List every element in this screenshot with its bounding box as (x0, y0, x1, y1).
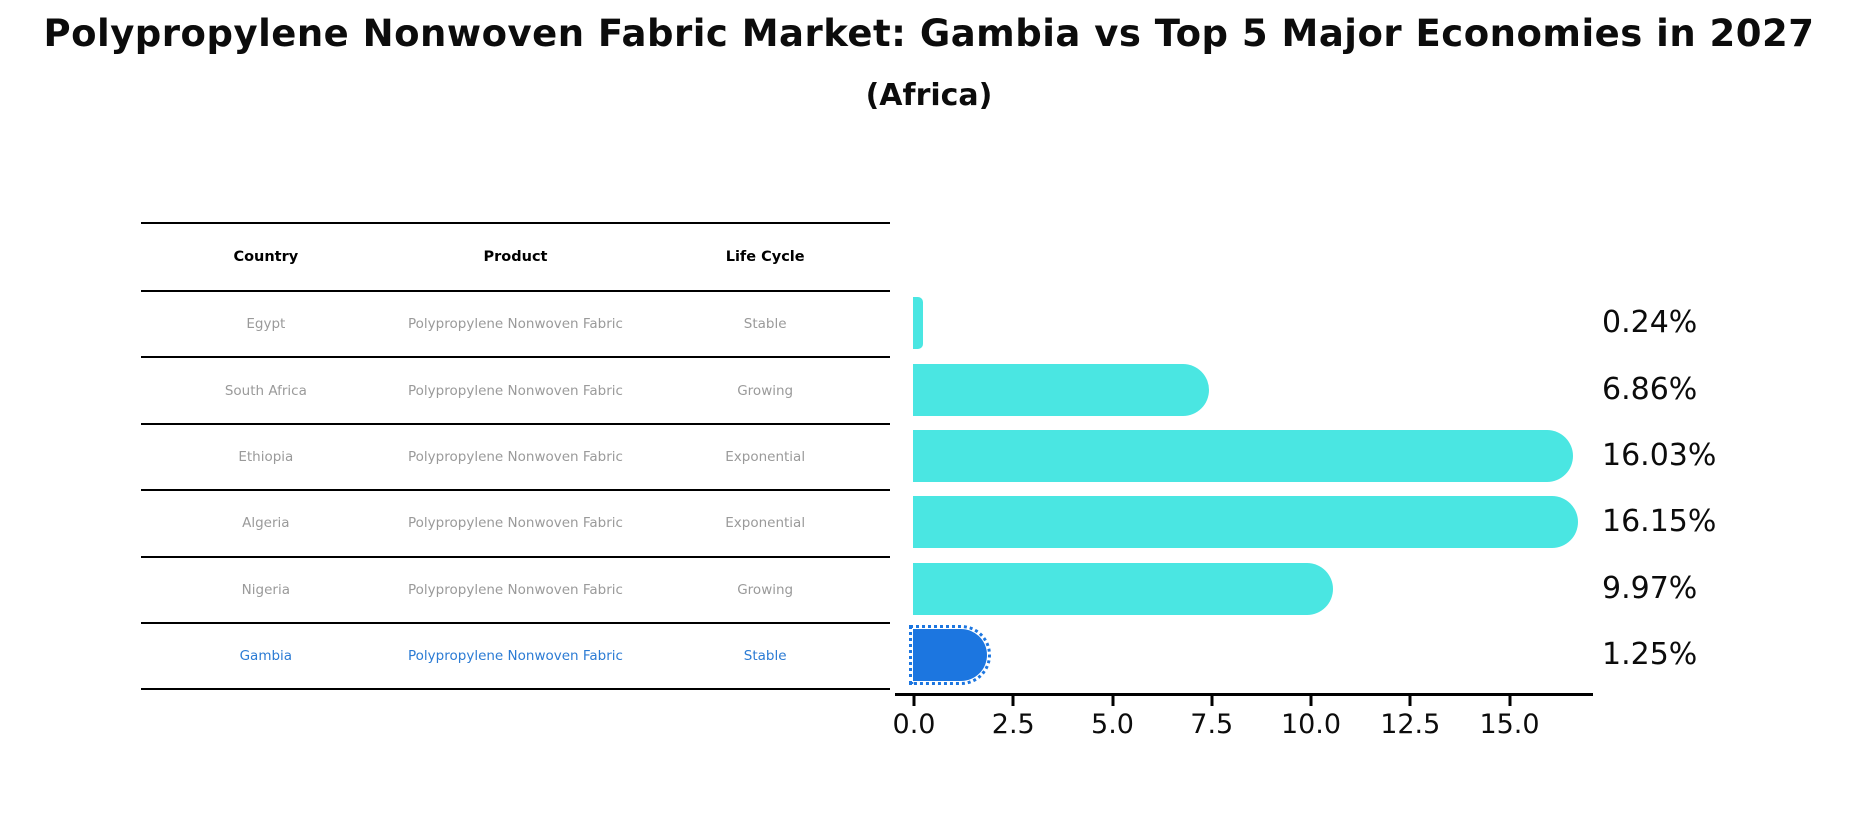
life-cycle-cell: Stable (743, 648, 787, 665)
value-label-ethiopia: 16.03% (1602, 438, 1717, 473)
product-cell: Polypropylene Nonwoven Fabric (408, 316, 623, 333)
column-header-country: Country (233, 249, 299, 265)
comparison-table: Country Product Life Cycle Egypt Polyprop… (141, 222, 890, 691)
country-cell: Gambia (239, 648, 293, 665)
value-label-egypt: 0.24% (1602, 305, 1698, 341)
value-label-algeria: 16.15% (1602, 504, 1717, 540)
value-label-south-africa: 6.86% (1602, 371, 1698, 407)
chart-subtitle: (Africa) (865, 78, 993, 113)
x-tick-label: 15.0 (1479, 709, 1540, 740)
bar-ethiopia (913, 430, 1574, 482)
bar-south-africa (913, 363, 1210, 416)
product-cell: Polypropylene Nonwoven Fabric (408, 581, 623, 598)
x-tick-label: 2.5 (991, 709, 1035, 740)
life-cycle-cell: Exponential (725, 515, 806, 532)
column-header-life-cycle: Life Cycle (725, 249, 805, 265)
table-row-nigeria: Nigeria Polypropylene Nonwoven Fabric Grow… (141, 558, 890, 624)
value-label-nigeria: 9.97% (1602, 570, 1698, 606)
table-row-south-africa: South Africa Polypropylene Nonwoven Fabri… (141, 358, 890, 425)
table-row-gambia: Gambia Polypropylene Nonwoven Fabric Stabl… (141, 624, 890, 691)
country-cell: Algeria (242, 515, 290, 532)
x-tick (1508, 696, 1511, 706)
bar-nigeria (913, 562, 1333, 615)
column-header-product: Product (483, 249, 548, 265)
bar-gambia (909, 625, 991, 686)
product-cell: Polypropylene Nonwoven Fabric (408, 382, 623, 399)
life-cycle-cell: Growing (737, 581, 794, 598)
table-row-algeria: Algeria Polypropylene Nonwoven Fabric Expo… (141, 491, 890, 558)
x-tick (1408, 696, 1412, 706)
country-cell: Nigeria (241, 581, 290, 598)
country-cell: Ethiopia (238, 448, 294, 465)
table-row-ethiopia: Ethiopia Polypropylene Nonwoven Fabric Exp… (141, 425, 890, 492)
product-cell: Polypropylene Nonwoven Fabric (408, 515, 623, 532)
value-label-gambia: 1.25% (1602, 637, 1698, 673)
bar-egypt (913, 297, 923, 350)
chart-title: Polypropylene Nonwoven Fabric Market: Ga… (43, 12, 1815, 55)
x-tick-label: 7.5 (1190, 709, 1234, 740)
product-cell: Polypropylene Nonwoven Fabric (408, 648, 623, 665)
x-tick (1309, 696, 1313, 706)
x-tick-label: 12.5 (1380, 709, 1441, 740)
x-tick (912, 696, 916, 706)
x-tick (1210, 696, 1214, 706)
life-cycle-cell: Exponential (725, 448, 806, 465)
x-tick-label: 0.0 (892, 709, 936, 740)
life-cycle-cell: Growing (737, 382, 794, 399)
bar-algeria (913, 496, 1579, 549)
table-row-egypt: Egypt Polypropylene Nonwoven Fabric Stable (141, 292, 890, 359)
x-tick-label: 10.0 (1280, 709, 1342, 740)
x-tick (1111, 696, 1114, 706)
product-cell: Polypropylene Nonwoven Fabric (408, 448, 623, 465)
country-cell: South Africa (224, 382, 307, 399)
x-tick-label: 5.0 (1091, 709, 1134, 740)
country-cell: Egypt (246, 316, 286, 333)
table-header-row: Country Product Life Cycle (141, 224, 890, 292)
x-axis-line (895, 693, 1593, 696)
x-tick (1011, 696, 1015, 706)
life-cycle-cell: Stable (743, 316, 787, 333)
